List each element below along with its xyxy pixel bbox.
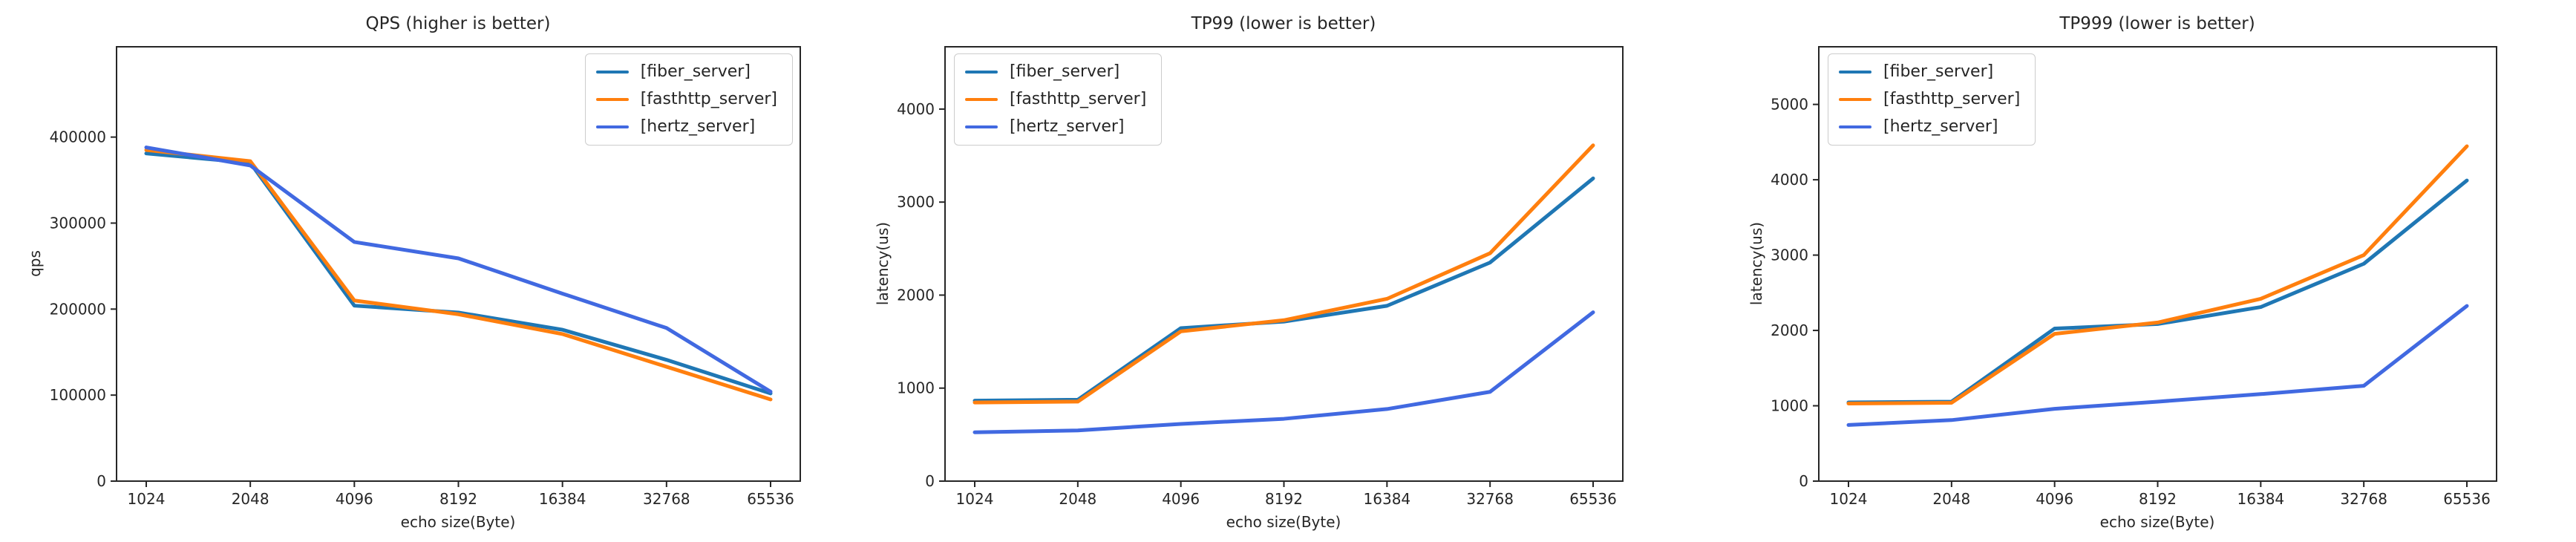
series-line-fasthttp_server [1846, 144, 2469, 405]
y-axis-label-tp99: latency(us) [874, 221, 892, 306]
x-tick-label: 65536 [1569, 490, 1617, 508]
y-tick-label: 4000 [1771, 171, 1808, 189]
legend-line-swatch [1839, 70, 1871, 74]
x-tick-label: 4096 [1162, 490, 1200, 508]
series-line-hertz_server [1846, 304, 2469, 427]
x-tick-label: 16384 [539, 490, 586, 508]
x-tick-label: 32768 [643, 490, 690, 508]
legend-line-swatch [595, 125, 629, 129]
legend-line-swatch [965, 97, 998, 102]
y-tick-label: 4000 [897, 100, 935, 118]
y-tick-label: 2000 [897, 286, 935, 304]
legend-line-swatch [965, 70, 998, 74]
legend-label: [fasthttp_server] [1883, 90, 2021, 108]
y-tick-label: 0 [1799, 472, 1808, 490]
series-line-fasthttp_server [972, 143, 1595, 405]
x-tick-label: 2048 [232, 490, 269, 508]
x-axis-label-tp99: echo size(Byte) [1226, 513, 1341, 531]
legend-label: [fasthttp_server] [640, 90, 777, 108]
series-line-hertz_server [972, 310, 1595, 434]
legend-entry: [fasthttp_server] [1839, 90, 2020, 109]
legend-label: [hertz_server] [1010, 117, 1125, 136]
legend-line-swatch [965, 125, 998, 129]
x-tick-label: 32768 [1466, 490, 1514, 508]
y-tick-label: 5000 [1771, 96, 1808, 114]
x-tick-label: 8192 [439, 490, 477, 508]
x-tick-label: 4096 [2036, 490, 2073, 508]
legend-label: [fiber_server] [1883, 62, 1994, 81]
plot-area-qps: 1024 2048 4096 8192 16384 32768 65536 0 100000 20… [50, 46, 801, 508]
legend-label: [hertz_server] [640, 117, 756, 136]
y-tick-label: 400000 [50, 128, 106, 146]
x-axis-label-qps: echo size(Byte) [400, 513, 516, 531]
x-tick-label: 4096 [336, 490, 373, 508]
y-tick-label: 3000 [1771, 246, 1808, 264]
y-axis-label-qps: qps [26, 250, 44, 277]
y-tick-label: 1000 [897, 379, 935, 397]
legend-line-swatch [595, 70, 629, 74]
legend-entry: [hertz_server] [1839, 117, 2020, 137]
chart-title-tp99: TP99 (lower is better) [1191, 14, 1376, 33]
y-tick-label: 0 [925, 472, 935, 490]
x-tick-label: 2048 [1059, 490, 1096, 508]
y-tick-label: 300000 [50, 214, 106, 232]
legend-tp99: [fiber_server] [fasthttp_server] [hertz_se… [954, 53, 1163, 146]
series-line-hertz_server [144, 146, 773, 394]
series-line-fiber_server [972, 176, 1595, 403]
series-line-fiber_server [144, 151, 773, 396]
x-tick-label: 2048 [1932, 490, 1970, 508]
legend-label: [fiber_server] [1010, 62, 1120, 81]
y-tick-label: 3000 [897, 193, 935, 211]
y-tick-label: 2000 [1771, 321, 1808, 339]
x-tick-label: 8192 [1265, 490, 1303, 508]
x-tick-label: 1024 [956, 490, 994, 508]
legend-entry: [hertz_server] [965, 117, 1146, 137]
x-tick-label: 16384 [1364, 490, 1411, 508]
x-tick-label: 32768 [2340, 490, 2387, 508]
legend-qps: [fiber_server] [fasthttp_server] [hertz_se… [584, 53, 793, 146]
series-line-fasthttp_server [144, 148, 773, 402]
legend-label: [hertz_server] [1883, 117, 1998, 136]
x-tick-label: 65536 [2443, 490, 2491, 508]
legend-line-swatch [1839, 125, 1871, 129]
legend-entry: [fiber_server] [965, 62, 1146, 82]
x-tick-label: 1024 [128, 490, 166, 508]
legend-entry: [fasthttp_server] [965, 90, 1146, 109]
plot-area-tp99: 1024 2048 4096 8192 16384 32768 65536 0 1000 2000… [897, 46, 1624, 508]
x-tick-label: 16384 [2237, 490, 2285, 508]
legend-line-swatch [1839, 97, 1871, 102]
legend-line-swatch [595, 97, 629, 102]
plot-area-tp999: 1024 2048 4096 8192 16384 32768 65536 0 1000 2000… [1771, 46, 2497, 508]
legend-label: [fiber_server] [640, 62, 751, 81]
y-tick-label: 200000 [50, 300, 106, 318]
x-tick-label: 65536 [747, 490, 794, 508]
legend-label: [fasthttp_server] [1010, 90, 1147, 108]
legend-entry: [fasthttp_server] [595, 90, 777, 109]
legend-entry: [fiber_server] [595, 62, 777, 82]
y-tick-label: 0 [97, 472, 106, 490]
legend-entry: [hertz_server] [595, 117, 777, 137]
y-tick-label: 1000 [1771, 397, 1808, 415]
chart-title-tp999: TP999 (lower is better) [2059, 14, 2255, 33]
x-tick-label: 8192 [2139, 490, 2177, 508]
x-tick-label: 1024 [1830, 490, 1868, 508]
legend-entry: [fiber_server] [1839, 62, 2020, 82]
y-tick-label: 100000 [50, 386, 106, 404]
y-axis-label-tp999: latency(us) [1748, 221, 1765, 306]
chart-title-qps: QPS (higher is better) [365, 14, 551, 33]
x-axis-label-tp999: echo size(Byte) [2099, 513, 2215, 531]
legend-tp999: [fiber_server] [fasthttp_server] [hertz_se… [1828, 53, 2036, 146]
series-line-fiber_server [1846, 178, 2469, 405]
